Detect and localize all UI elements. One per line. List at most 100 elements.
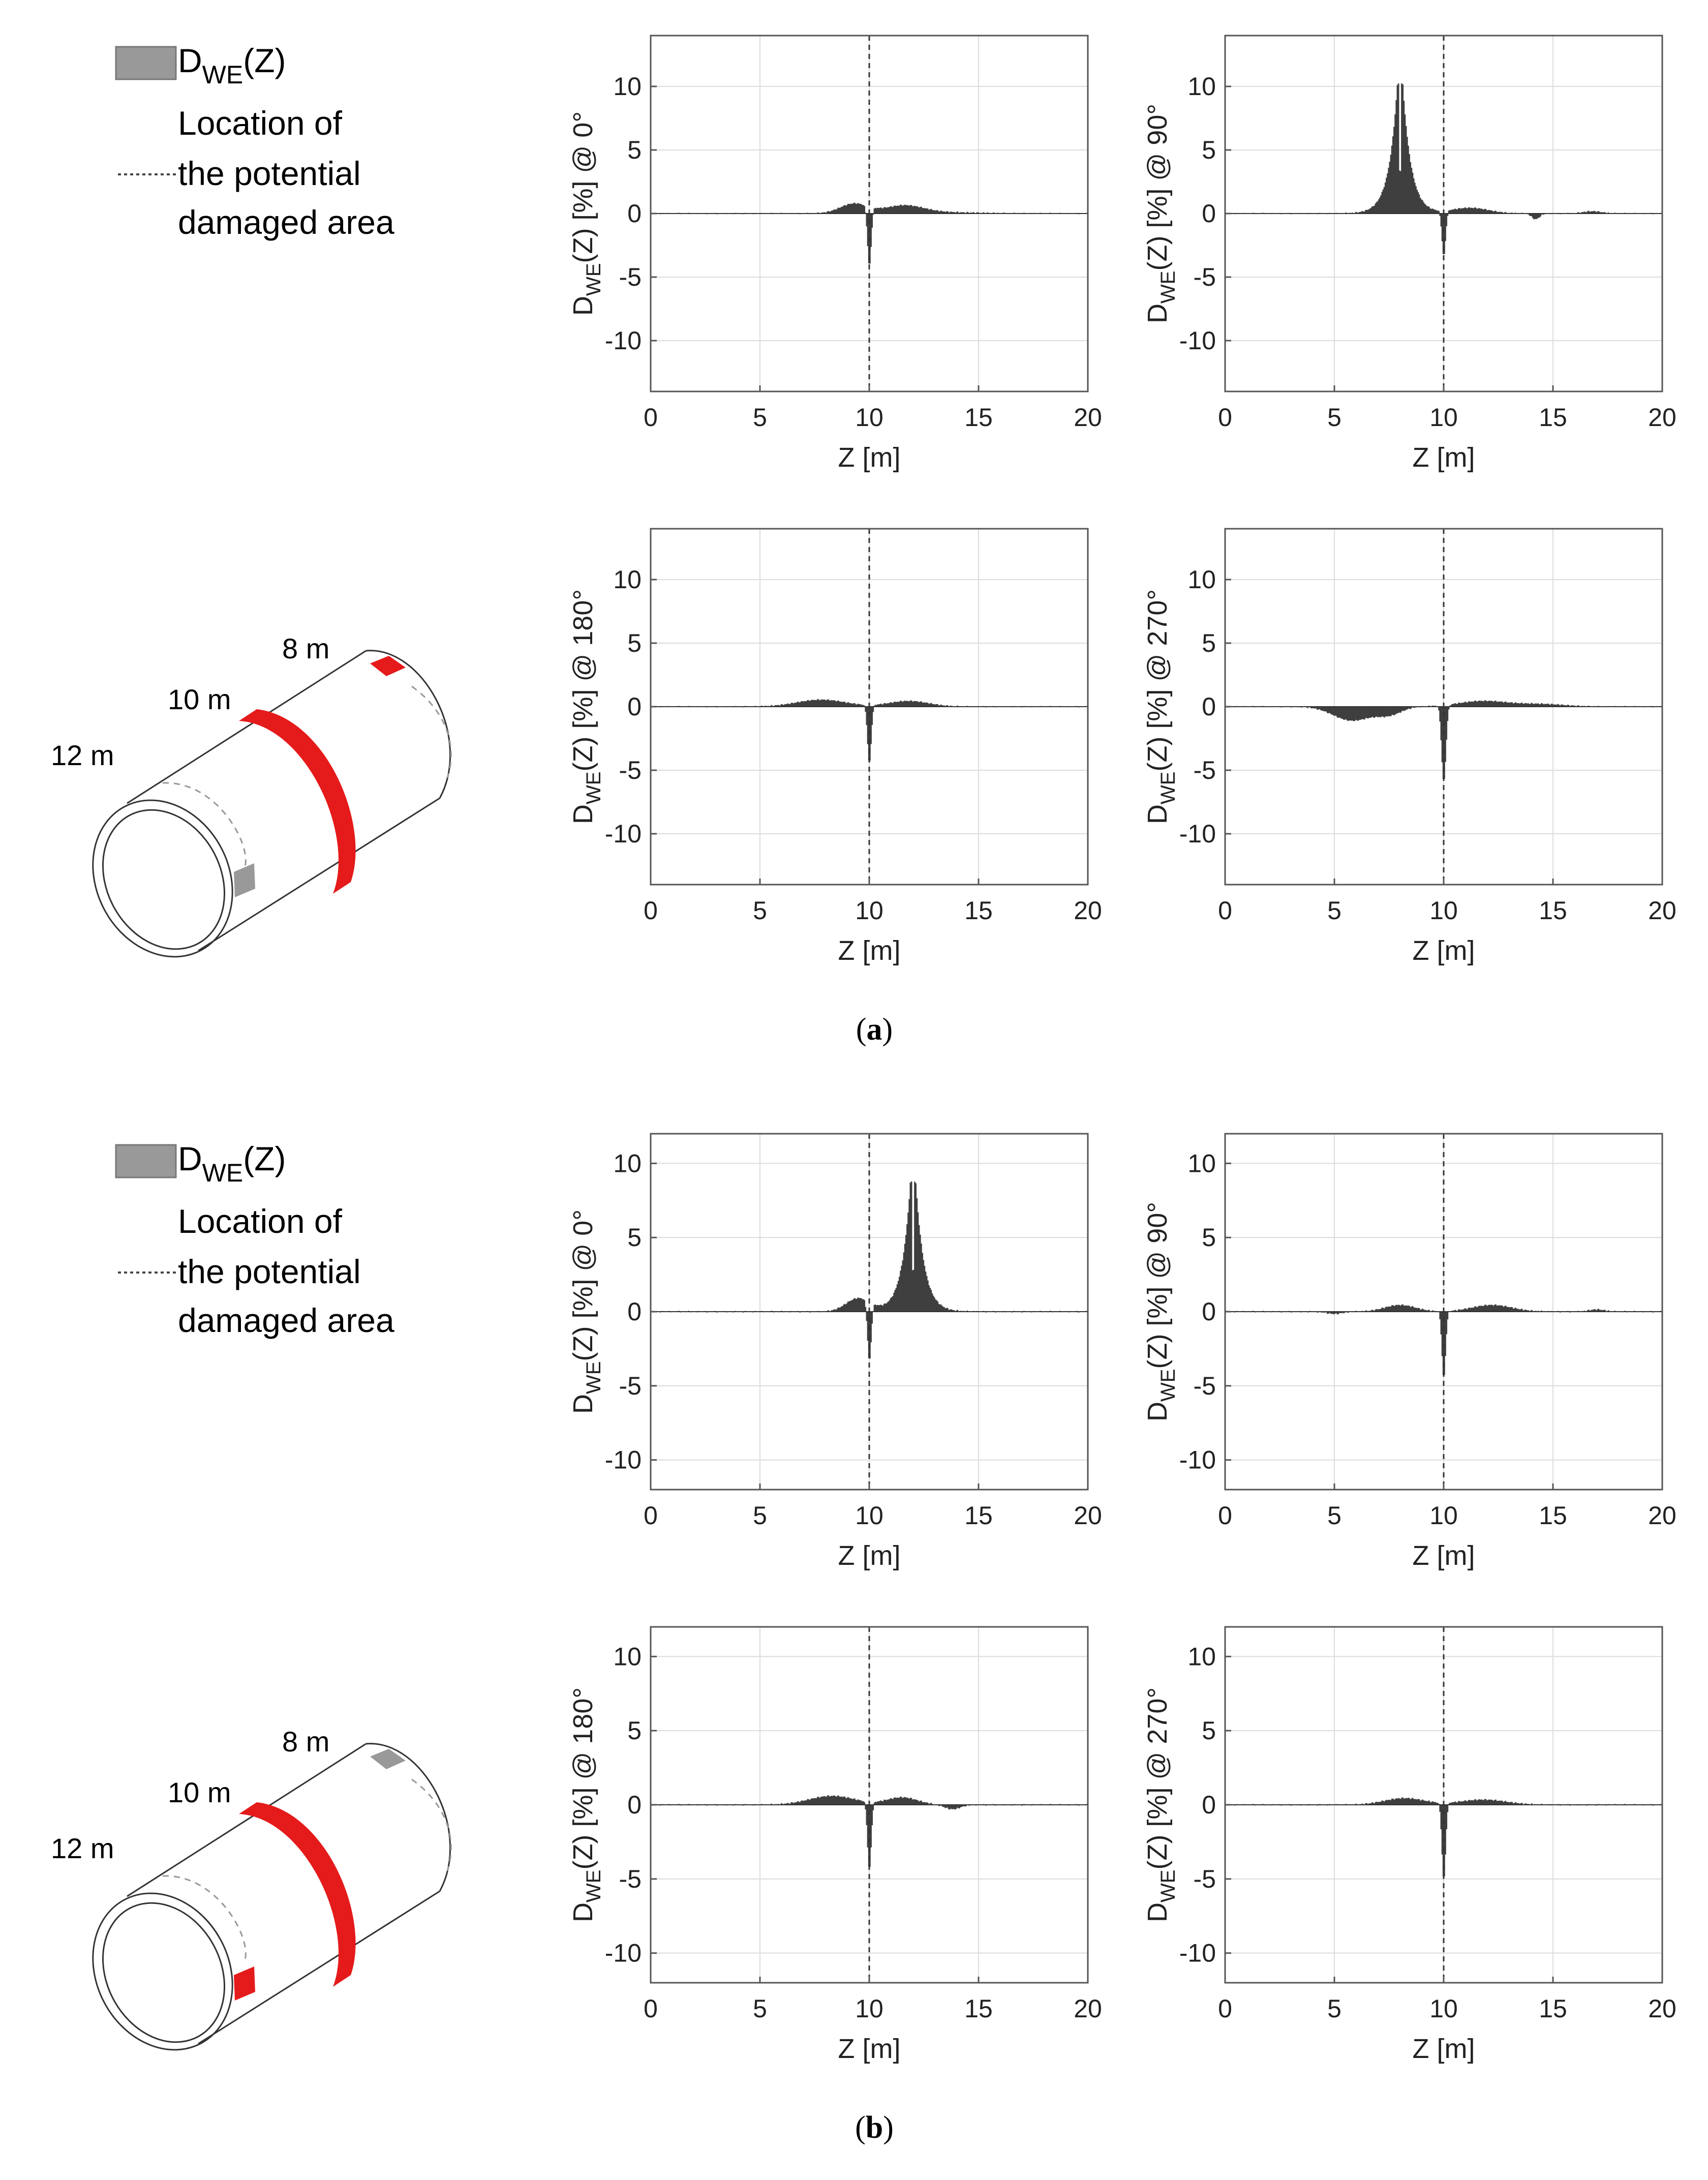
bar	[955, 1805, 957, 1809]
bar	[892, 207, 894, 214]
bar	[958, 212, 959, 214]
bar	[1524, 1309, 1526, 1312]
bar	[879, 704, 881, 707]
bar	[1598, 211, 1599, 214]
bar	[1382, 189, 1384, 214]
bar	[889, 1300, 891, 1312]
bar	[929, 1287, 931, 1312]
bar	[930, 1290, 932, 1312]
bar	[1505, 211, 1507, 214]
bar	[907, 1798, 909, 1805]
pipe-outline-bottom	[198, 1890, 440, 2045]
bar	[1403, 707, 1405, 711]
bar	[1530, 214, 1532, 217]
bar	[1482, 701, 1483, 707]
bar	[1411, 1307, 1413, 1312]
bar	[1355, 1803, 1357, 1805]
bar	[826, 1797, 827, 1805]
bar	[902, 1798, 904, 1805]
bar	[1417, 192, 1419, 214]
bar	[1591, 211, 1593, 214]
bar	[1340, 707, 1343, 719]
bar	[858, 1800, 860, 1805]
bar	[1426, 206, 1428, 214]
bar	[855, 1298, 857, 1312]
x-tick-label: 10	[1429, 1994, 1458, 2023]
bar	[919, 206, 921, 214]
bar	[817, 699, 819, 707]
bar	[915, 1800, 917, 1805]
y-tick-label: -5	[619, 263, 642, 291]
bar	[910, 205, 912, 214]
y-axis-label-suffix: (Z) [%] @ 0°	[568, 1209, 598, 1361]
bar	[844, 702, 846, 707]
bar	[1532, 214, 1534, 218]
bar	[922, 702, 923, 707]
bar	[853, 1298, 856, 1312]
bar	[1343, 707, 1345, 720]
bar	[1427, 1310, 1429, 1312]
bar	[1447, 1312, 1449, 1320]
bar	[1387, 1800, 1388, 1805]
bar	[941, 1306, 943, 1312]
x-tick-label: 0	[644, 403, 658, 432]
bar	[871, 1312, 873, 1324]
bar	[1585, 212, 1588, 214]
x-axis-label: Z [m]	[1413, 1540, 1475, 1571]
bar	[1338, 707, 1340, 718]
bar	[1322, 707, 1324, 711]
bar	[1537, 214, 1539, 218]
bar	[1431, 1310, 1434, 1312]
bar	[1512, 1803, 1514, 1805]
bar	[942, 211, 944, 214]
y-tick-label: -5	[619, 1865, 642, 1893]
bar	[929, 209, 931, 214]
bar	[1473, 208, 1475, 214]
bar	[962, 212, 964, 214]
y-tick-label: 0	[1202, 692, 1216, 721]
y-tick-label: 0	[627, 199, 642, 228]
bar	[918, 1801, 920, 1805]
bar	[1457, 1801, 1459, 1805]
bar	[905, 205, 907, 214]
bar	[1469, 1800, 1471, 1805]
bar	[1420, 1800, 1422, 1805]
bar	[1431, 705, 1434, 707]
bar	[872, 214, 874, 215]
bar	[951, 1310, 953, 1312]
bar	[1323, 707, 1325, 712]
bar	[835, 701, 837, 707]
x-tick-label: 0	[644, 1994, 658, 2023]
bar	[923, 1260, 925, 1312]
bar	[940, 704, 942, 707]
bar	[1457, 1309, 1459, 1312]
bar	[904, 204, 906, 214]
bar	[1380, 1309, 1382, 1312]
bar	[786, 704, 788, 707]
bar	[1361, 707, 1363, 719]
bar	[1425, 1801, 1427, 1805]
bar	[1359, 707, 1361, 720]
bar	[929, 703, 931, 707]
bar	[1521, 702, 1523, 707]
bar	[1520, 1309, 1522, 1312]
bar	[949, 1805, 951, 1810]
chart-b0: 0 5 10 15 20 -10 -5 0 5 10 Z [m] DWE(Z) [%] @ 0°	[568, 1133, 1102, 1571]
bar	[909, 700, 911, 707]
bar	[877, 1801, 878, 1805]
bar	[909, 205, 911, 214]
bar	[1474, 1799, 1476, 1805]
bar	[851, 704, 853, 707]
x-tick-label: 5	[753, 1994, 767, 2023]
bar	[1375, 1802, 1377, 1805]
bar	[936, 1300, 937, 1312]
bar	[1361, 1803, 1363, 1805]
bar	[1523, 704, 1525, 707]
bar	[831, 210, 833, 214]
bar	[1446, 1805, 1448, 1829]
bar	[1380, 1801, 1382, 1805]
bar	[872, 707, 874, 712]
bar	[1450, 1803, 1452, 1805]
bar	[833, 1795, 835, 1805]
